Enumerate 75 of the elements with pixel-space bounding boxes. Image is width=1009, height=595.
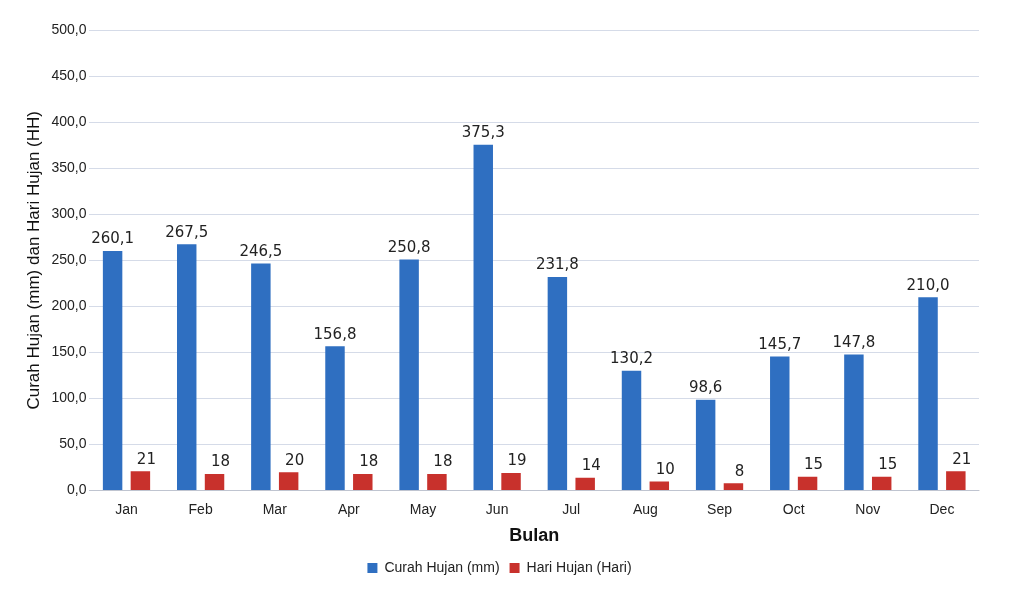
legend-label: Hari Hujan (Hari): [526, 558, 632, 575]
data-label: 21: [136, 449, 156, 468]
bar: [621, 370, 642, 491]
x-tick-label: Feb: [188, 500, 213, 517]
y-tick-label: 50,0: [59, 435, 87, 452]
bar: [649, 481, 670, 491]
data-label: 246,5: [239, 241, 283, 260]
bar: [918, 297, 938, 491]
bar: [204, 474, 225, 491]
bar: [427, 474, 447, 491]
data-label: 8: [734, 461, 745, 480]
y-tick-label: 100,0: [51, 389, 87, 406]
bar: [102, 251, 123, 491]
bar: [473, 144, 493, 491]
data-label: 18: [359, 452, 379, 471]
bar: [946, 471, 966, 491]
bar: [177, 244, 197, 491]
x-tick-label: May: [409, 500, 437, 517]
data-label: 210,0: [906, 275, 950, 294]
data-label: 15: [804, 455, 824, 474]
data-label: 145,7: [758, 334, 802, 353]
y-tick-label: 250,0: [51, 251, 87, 268]
data-label: 375,3: [461, 123, 505, 142]
data-label: 20: [285, 450, 305, 469]
bar: [130, 471, 151, 491]
data-label: 147,8: [832, 332, 876, 351]
y-tick-label: 0,0: [66, 481, 87, 498]
x-tick-label: Nov: [855, 500, 881, 517]
x-tick-label: Sep: [707, 500, 733, 517]
y-tick-label: 200,0: [51, 297, 87, 314]
x-tick-label: Dec: [929, 500, 955, 517]
bar: [353, 474, 373, 491]
bar: [501, 473, 521, 491]
legend-label: Curah Hujan (mm): [384, 558, 500, 575]
data-label: 250,8: [387, 237, 431, 256]
bar: [325, 346, 345, 491]
x-tick-label: Jan: [115, 500, 138, 517]
x-tick-label: Aug: [632, 500, 658, 517]
y-tick-label: 450,0: [51, 66, 87, 83]
y-tick-label: 300,0: [51, 205, 87, 222]
data-label: 18: [433, 452, 453, 471]
bar: [399, 259, 419, 491]
bar: [844, 354, 864, 491]
data-label: 19: [507, 451, 527, 470]
y-tick-label: 400,0: [51, 112, 87, 129]
bar: [797, 476, 818, 491]
y-tick-label: 350,0: [51, 159, 87, 176]
bar: [695, 399, 716, 491]
data-label: 15: [878, 455, 898, 474]
bar: [575, 477, 595, 491]
x-tick-label: Oct: [782, 500, 805, 517]
bar: [278, 472, 299, 491]
data-label: 156,8: [313, 324, 357, 343]
data-label: 231,8: [535, 255, 579, 274]
bar: [770, 356, 790, 491]
x-tick-label: Jul: [562, 500, 581, 517]
x-tick-label: Jun: [485, 500, 509, 517]
x-tick-label: Mar: [262, 500, 288, 517]
x-axis-title: Bulan: [509, 525, 560, 546]
data-label: 21: [952, 449, 972, 468]
data-label: 267,5: [165, 222, 209, 241]
y-axis-title: Curah Hujan (mm) dan Hari Hujan (HH): [23, 111, 43, 410]
data-label: 98,6: [688, 378, 723, 397]
data-label: 260,1: [91, 229, 135, 248]
bar: [723, 483, 744, 491]
data-label: 10: [655, 459, 675, 478]
bar: [547, 277, 568, 491]
bar: [251, 263, 271, 491]
data-label: 18: [210, 452, 231, 471]
data-label: 14: [581, 456, 601, 475]
data-label: 130,2: [610, 349, 653, 368]
bar: [871, 476, 892, 491]
x-tick-label: Apr: [337, 500, 361, 517]
y-tick-label: 150,0: [51, 343, 87, 360]
y-tick-label: 500,0: [51, 20, 87, 37]
